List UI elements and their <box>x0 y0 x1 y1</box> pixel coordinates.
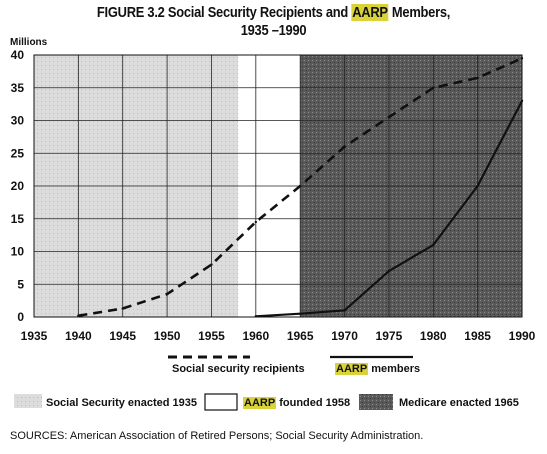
data-point-ss-1950 <box>165 292 169 296</box>
y-axis-label: Millions <box>10 37 48 48</box>
x-tick-label-1975: 1975 <box>376 329 403 343</box>
x-tick-label-1935: 1935 <box>21 329 48 343</box>
x-tick-label-1980: 1980 <box>420 329 447 343</box>
x-tick-label-1985: 1985 <box>464 329 491 343</box>
y-tick-label-15: 15 <box>11 212 25 226</box>
data-point-aarp-1960 <box>254 315 258 318</box>
x-tick-label-1990: 1990 <box>509 329 536 343</box>
legend-aarp-rest: members <box>368 363 421 375</box>
chart-title-line1: FIGURE 3.2 Social Security Recipients an… <box>38 4 508 21</box>
title-text-pre: FIGURE 3.2 Social Security Recipients an… <box>96 4 352 21</box>
y-tick-label-10: 10 <box>11 245 25 259</box>
y-tick-label-0: 0 <box>17 310 24 324</box>
x-tick-label-1955: 1955 <box>198 329 225 343</box>
data-point-aarp-1985 <box>476 184 479 188</box>
period-label-medicare: Medicare enacted 1965 <box>399 397 519 409</box>
data-point-ss-1945 <box>121 307 124 310</box>
legend-aarp-highlight: AARP <box>335 363 369 375</box>
data-point-ss-1980 <box>432 86 435 89</box>
data-point-aarp-1975 <box>387 269 391 273</box>
x-tick-label-1950: 1950 <box>154 329 181 343</box>
data-point-ss-1990 <box>520 57 524 60</box>
y-tick-label-20: 20 <box>11 179 25 193</box>
y-tick-label-35: 35 <box>11 81 25 95</box>
period-swatch-dark <box>359 394 393 410</box>
y-tick-label-5: 5 <box>17 277 24 291</box>
data-point-aarp-1965 <box>298 312 302 315</box>
y-tick-label-25: 25 <box>11 146 25 160</box>
chart-title-line2: 1935 –1990 <box>240 22 307 39</box>
y-tick-label-30: 30 <box>11 114 25 128</box>
data-point-aarp-1990 <box>520 99 524 103</box>
title-text-post: Members, <box>388 4 451 21</box>
period-aarp-rest: founded 1958 <box>276 397 351 409</box>
data-point-aarp-1970 <box>343 309 346 312</box>
x-tick-label-1970: 1970 <box>331 329 358 343</box>
x-tick-label-1965: 1965 <box>287 329 314 343</box>
plot-frame <box>33 54 523 318</box>
period-label-ss: Social Security enacted 1935 <box>46 397 198 409</box>
y-tick-label-40: 40 <box>11 48 25 62</box>
period-swatch-light <box>14 394 42 408</box>
period-aarp-highlight: AARP <box>243 397 277 409</box>
legend-label-ss: Social security recipients <box>172 363 305 375</box>
data-point-ss-1960 <box>254 220 258 224</box>
data-point-ss-1975 <box>387 116 391 119</box>
data-point-ss-1965 <box>298 184 302 188</box>
x-tick-label-1960: 1960 <box>242 329 269 343</box>
title-aarp-highlight: AARP <box>351 4 389 21</box>
data-point-ss-1955 <box>210 263 213 266</box>
data-point-ss-1985 <box>476 76 479 80</box>
data-point-ss-1940 <box>77 314 80 317</box>
x-tick-label-1945: 1945 <box>109 329 136 343</box>
period-swatch-white <box>204 393 238 411</box>
sources-note: SOURCES: American Association of Retired… <box>10 430 423 442</box>
sources-label: SOURCES: <box>10 430 68 442</box>
data-point-ss-1970 <box>343 145 346 148</box>
period-label-aarp: AARP founded 1958 <box>243 397 350 409</box>
x-tick-label-1940: 1940 <box>65 329 92 343</box>
sources-text: American Association of Retired Persons;… <box>67 430 424 442</box>
data-point-aarp-1980 <box>432 243 435 247</box>
legend-label-aarp: AARP members <box>335 363 420 375</box>
